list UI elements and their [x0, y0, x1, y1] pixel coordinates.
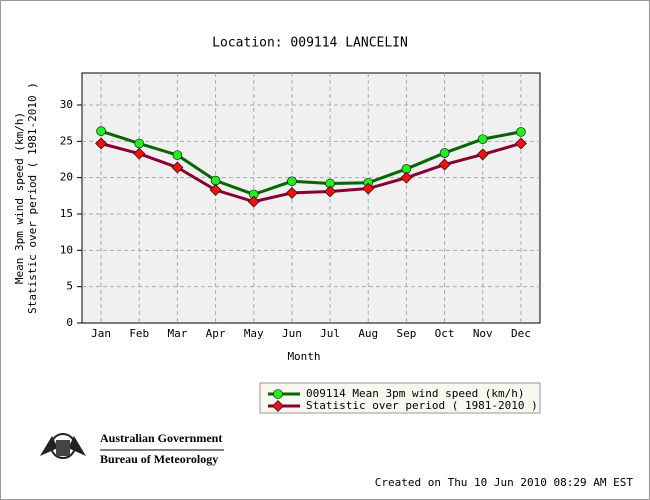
marker	[477, 134, 488, 144]
marker	[247, 195, 260, 208]
x-tick-label: May	[244, 327, 264, 340]
marker	[514, 137, 527, 150]
x-tick-label: Dec	[511, 327, 531, 340]
logo-text: Australian Government	[100, 431, 222, 445]
x-tick-label: Mar	[167, 327, 187, 340]
marker	[438, 158, 451, 171]
legend-label: Statistic over period ( 1981-2010 )	[306, 399, 538, 412]
legend-label: 009114 Mean 3pm wind speed (km/h)	[306, 387, 525, 400]
x-tick-label: Aug	[358, 327, 378, 340]
marker	[362, 182, 375, 195]
marker	[209, 184, 222, 196]
marker	[476, 148, 489, 161]
y-tick-label: 30	[60, 98, 73, 111]
legend	[259, 382, 541, 414]
y-tick-label: 5	[66, 280, 73, 293]
marker	[516, 127, 526, 137]
marker	[171, 161, 184, 174]
x-tick-label: Oct	[435, 327, 455, 340]
marker	[210, 175, 221, 186]
marker	[95, 137, 108, 150]
logo-text: Bureau of Meteorology	[100, 452, 218, 466]
marker	[134, 138, 145, 149]
y-tick-label: 15	[60, 207, 73, 220]
chart-title: Location: 009114 LANCELIN	[212, 36, 408, 51]
marker	[272, 400, 284, 412]
y-tick-label: 0	[66, 316, 73, 329]
x-tick-label: Jan	[91, 327, 111, 340]
marker	[172, 150, 183, 160]
marker	[400, 171, 413, 184]
x-tick-label: Jul	[320, 327, 340, 340]
x-tick-label: Nov	[473, 327, 493, 340]
series-line	[100, 129, 522, 196]
x-tick-label: Jun	[282, 327, 302, 340]
y-tick-label: 25	[60, 134, 73, 147]
x-axis-label: Month	[287, 350, 320, 363]
y-axis-label: Statistic over period ( 1981-2010 )	[26, 82, 39, 314]
plot-area	[81, 72, 541, 324]
marker	[285, 186, 298, 199]
series-line	[100, 142, 522, 204]
y-axis-label: Mean 3pm wind speed (km/h)	[13, 112, 26, 284]
marker	[324, 185, 337, 198]
y-tick-label: 10	[60, 243, 73, 256]
marker	[439, 148, 450, 158]
marker	[287, 176, 297, 187]
marker	[96, 126, 106, 136]
x-tick-label: Apr	[206, 327, 226, 340]
marker	[273, 389, 283, 399]
x-tick-label: Sep	[396, 327, 416, 340]
marker	[133, 147, 146, 160]
footer: Created on Thu 10 Jun 2010 08:29 AM EST	[375, 476, 634, 489]
logo-emblem	[40, 433, 86, 459]
x-tick-label: Feb	[129, 327, 149, 340]
y-tick-label: 20	[60, 171, 73, 184]
